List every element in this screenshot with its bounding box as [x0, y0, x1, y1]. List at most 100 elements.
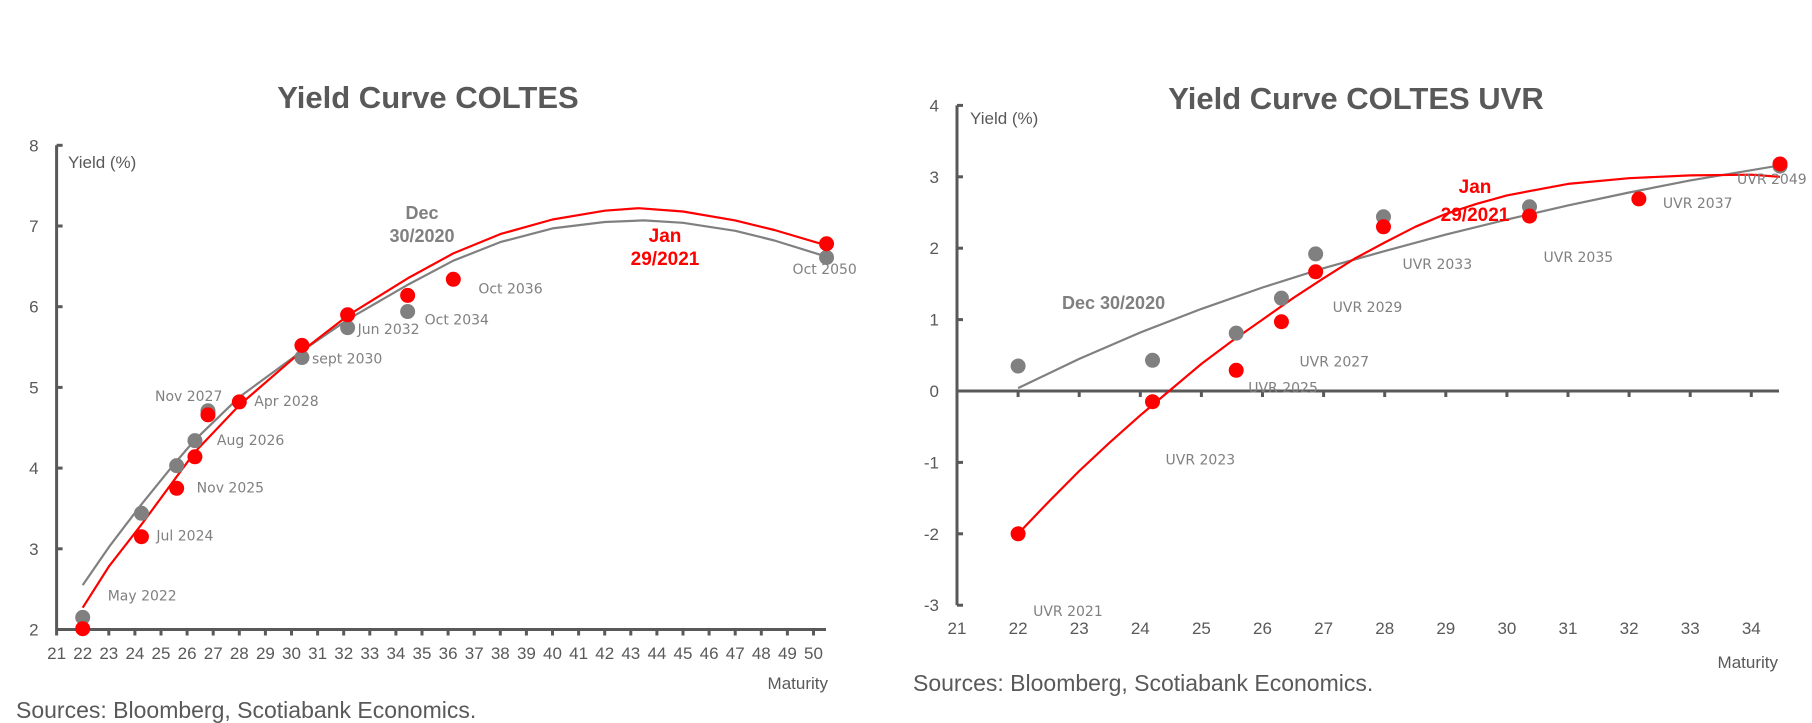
- chart-title: Yield Curve COLTES UVR: [1168, 81, 1544, 116]
- x-tick-label: 36: [439, 644, 458, 663]
- point-dec-2020: [169, 458, 185, 474]
- y-tick-label: -2: [924, 525, 939, 544]
- x-tick-label: 21: [47, 644, 66, 663]
- x-tick-label: 23: [99, 644, 118, 663]
- x-tick-label: 25: [152, 644, 171, 663]
- y-tick-label: 6: [29, 298, 38, 317]
- point-label: Nov 2025: [197, 480, 264, 496]
- point-jan-2021: [340, 307, 356, 323]
- point-label: Aug 2026: [217, 433, 285, 449]
- point-label: Jul 2024: [155, 529, 213, 545]
- source-note: Sources: Bloomberg, Scotiabank Economics…: [16, 697, 476, 723]
- point-jan-2021: [187, 449, 203, 465]
- x-tick-label: 29: [256, 644, 275, 663]
- series-label-jan-2021: Jan 29/2021: [631, 226, 700, 270]
- point-jan-2021: [819, 236, 835, 252]
- x-tick-label: 22: [73, 644, 92, 663]
- point-label: UVR 2033: [1402, 257, 1472, 273]
- point-label: UVR 2029: [1333, 300, 1403, 316]
- point-jan-2021: [1522, 208, 1538, 224]
- point-label: sept 2030: [312, 351, 382, 367]
- point-jan-2021: [75, 621, 91, 637]
- data-points: [1010, 156, 1788, 542]
- point-label: UVR 2023: [1166, 453, 1236, 469]
- trend-line-jan-2021: [81, 207, 827, 609]
- trend-lines: [1017, 164, 1781, 535]
- x-tick-label: 49: [778, 644, 797, 663]
- point-dec-2020: [1308, 246, 1324, 262]
- source-note: Sources: Bloomberg, Scotiabank Economics…: [913, 670, 1373, 696]
- point-label: Oct 2034: [425, 312, 489, 328]
- point-jan-2021: [1631, 191, 1647, 207]
- x-tick-label: 35: [413, 644, 432, 663]
- point-dec-2020: [340, 320, 356, 336]
- x-tick-label: 29: [1436, 619, 1455, 638]
- x-tick-label: 40: [543, 644, 562, 663]
- y-tick-label: 3: [930, 168, 939, 187]
- point-label: Nov 2027: [155, 389, 222, 405]
- x-tick-label: 24: [125, 644, 144, 663]
- trend-line-jan-2021: [1017, 173, 1781, 535]
- trend-line-dec-2020: [1017, 164, 1781, 390]
- point-label: UVR 2035: [1544, 250, 1614, 266]
- chart-coltes: Yield Curve COLTES Yield (%) Maturity So…: [16, 80, 857, 723]
- y-tick-label: 2: [29, 621, 38, 640]
- point-label: UVR 2049: [1737, 172, 1807, 188]
- y-tick-label: -1: [924, 453, 939, 472]
- x-tick-label: 39: [517, 644, 536, 663]
- trend-line-dec-2020: [81, 219, 827, 586]
- x-tick-label: 41: [569, 644, 588, 663]
- x-tick-label: 37: [465, 644, 484, 663]
- chart-coltes-uvr: Yield Curve COLTES UVR Yield (%) Maturit…: [913, 81, 1807, 696]
- data-points: [75, 236, 835, 637]
- x-axis-label: Maturity: [1718, 653, 1779, 672]
- y-tick-label: 3: [29, 540, 38, 559]
- y-tick-label: 1: [930, 311, 939, 330]
- x-tick-label: 28: [230, 644, 249, 663]
- x-tick-label: 43: [621, 644, 640, 663]
- point-jan-2021: [445, 271, 461, 287]
- x-tick-label: 31: [1559, 619, 1578, 638]
- point-jan-2021: [133, 529, 149, 545]
- point-label: Jun 2032: [357, 322, 420, 338]
- series-label-jan-2021: Jan 29/2021: [1441, 177, 1510, 226]
- x-tick-label: 21: [948, 619, 967, 638]
- x-tick-label: 31: [308, 644, 327, 663]
- x-tick-label: 30: [1497, 619, 1516, 638]
- x-tick-label: 34: [386, 644, 405, 663]
- x-tick-label: 38: [491, 644, 510, 663]
- x-tick-label: 45: [674, 644, 693, 663]
- point-label: UVR 2021: [1033, 604, 1103, 620]
- point-labels: May 2022 Jul 2024 Nov 2025 Aug 2026 Nov 2027…: [108, 262, 857, 605]
- y-axis-label: Yield (%): [68, 153, 136, 172]
- point-jan-2021: [1308, 264, 1324, 280]
- point-jan-2021: [294, 337, 310, 353]
- chart-title: Yield Curve COLTES: [277, 80, 578, 115]
- point-label: Oct 2036: [478, 281, 542, 297]
- point-label: UVR 2027: [1299, 355, 1369, 371]
- point-jan-2021: [200, 407, 216, 423]
- x-tick-label: 26: [178, 644, 197, 663]
- x-tick-label: 27: [1314, 619, 1333, 638]
- x-tick-label: 42: [595, 644, 614, 663]
- point-label: May 2022: [108, 589, 177, 605]
- x-tick-label: 32: [334, 644, 353, 663]
- point-label: Oct 2050: [793, 262, 857, 278]
- point-dec-2020: [187, 433, 203, 449]
- x-tick-label: 25: [1192, 619, 1211, 638]
- y-tick-label: -3: [924, 596, 939, 615]
- x-axis-label: Maturity: [768, 674, 829, 693]
- series-label-dec-2020: Dec 30/2020: [1062, 293, 1165, 313]
- point-dec-2020: [400, 304, 416, 320]
- x-tick-label: 33: [360, 644, 379, 663]
- point-jan-2021: [400, 287, 416, 303]
- x-tick-label: 50: [804, 644, 823, 663]
- point-dec-2020: [294, 350, 310, 366]
- x-tick-label: 47: [726, 644, 745, 663]
- point-jan-2021: [1145, 394, 1161, 410]
- x-tick-label: 27: [204, 644, 223, 663]
- point-jan-2021: [1375, 219, 1391, 235]
- point-label: Apr 2028: [254, 394, 318, 410]
- point-jan-2021: [1010, 526, 1026, 542]
